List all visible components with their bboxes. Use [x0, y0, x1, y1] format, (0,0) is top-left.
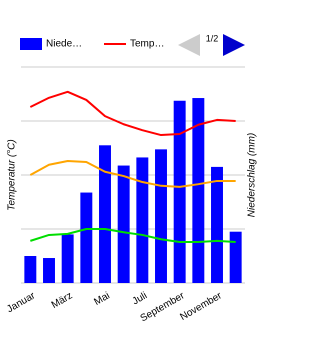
chart: Niede… Temp… 1/2 Temperatur (°C) Nieders… [5, 33, 258, 324]
bar [229, 231, 242, 283]
line [29, 159, 236, 188]
pager-next[interactable] [223, 34, 245, 56]
legend-label[interactable]: Niede… [46, 39, 82, 50]
bar [155, 149, 167, 283]
pager-text: 1/2 [206, 33, 219, 43]
y2-axis-label: Niederschlag (mm) [247, 133, 258, 217]
bar [99, 145, 111, 283]
bar [211, 166, 223, 283]
bar [61, 234, 74, 283]
y-axis-label: Temperatur (°C) [7, 139, 18, 210]
x-tick-label: November [178, 290, 224, 323]
bar [80, 192, 93, 283]
x-tick-label: Mai [92, 290, 111, 308]
bar [43, 258, 55, 283]
legend-swatch [20, 38, 42, 50]
legend-label[interactable]: Temp… [130, 39, 164, 50]
bar [192, 98, 205, 283]
line [29, 90, 236, 137]
line [30, 228, 236, 243]
pager-prev[interactable] [178, 34, 200, 56]
x-tick-label: Juli [131, 290, 150, 307]
bar [173, 100, 186, 283]
bar [117, 165, 130, 283]
bar [136, 157, 149, 283]
bar [24, 256, 37, 283]
x-tick-label: Januar [5, 290, 38, 315]
x-tick-label: März [50, 290, 75, 311]
